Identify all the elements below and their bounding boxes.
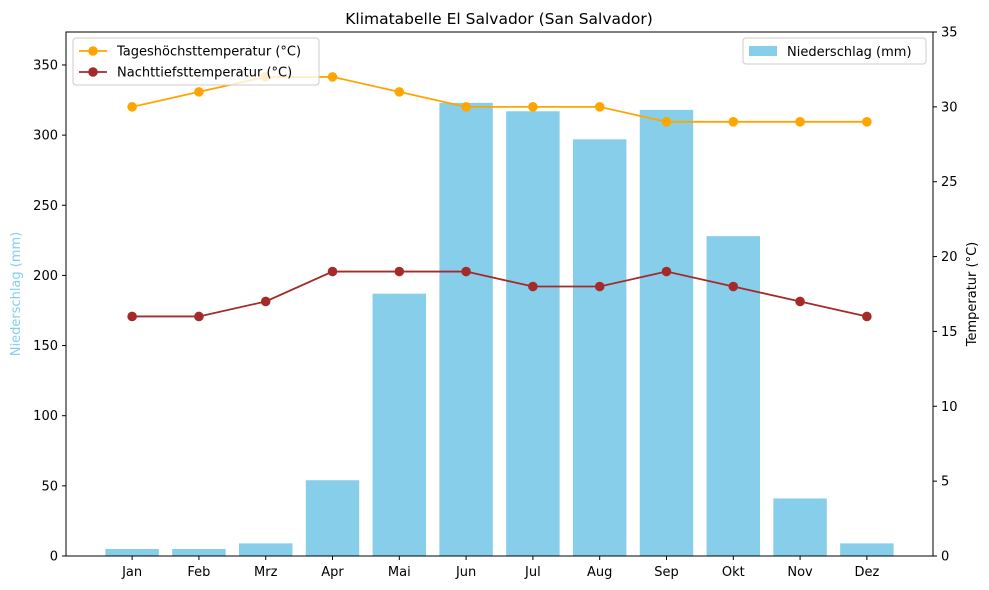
line-series-low — [127, 266, 872, 322]
bar-mai — [372, 293, 427, 556]
legend-box — [742, 37, 927, 65]
point-okt — [728, 117, 739, 127]
bar-jan — [105, 548, 159, 556]
bar-jul — [506, 111, 560, 557]
legend-entry-label: Niederschlag (mm) — [787, 45, 912, 60]
point-jun — [461, 266, 471, 277]
point-aug — [594, 281, 605, 292]
series-line — [132, 270, 868, 318]
y-right-tick-label: 10 — [941, 400, 958, 415]
x-axis: Jan Feb Mrz Apr Mai Jun Jul Aug Sep Okt Nov Dez — [121, 556, 879, 580]
x-tick-label: Sep — [654, 565, 679, 580]
y-right-tick-label: 5 — [941, 475, 949, 490]
point-feb — [194, 311, 204, 322]
y-right-tick-label: 0 — [941, 550, 949, 565]
x-tick-label: Feb — [187, 565, 210, 580]
legend-entry-label: Tageshöchsttemperatur (°C) — [116, 45, 301, 60]
y-left-tick-label: 50 — [41, 479, 58, 494]
y-left-tick-label: 350 — [33, 58, 58, 73]
point-jan — [127, 102, 137, 112]
chart-title: Klimatabelle El Salvador (San Salvador) — [345, 10, 653, 28]
line-series-group — [127, 72, 872, 322]
bar-aug — [572, 139, 627, 556]
point-nov — [795, 117, 805, 127]
bar-dez — [840, 543, 894, 556]
y-right-tick-label: 30 — [941, 100, 958, 115]
x-tick-label: Jun — [455, 565, 476, 580]
y-axis-left: 0 50 100 150 200 250 300 350 — [33, 58, 66, 565]
y-left-tick-label: 0 — [50, 550, 58, 565]
legend-marker — [88, 46, 98, 56]
y-axis-right-label: Temperatur (°C) — [965, 242, 980, 348]
y-axis-left-label: Niederschlag (mm) — [9, 232, 24, 357]
point-mai — [394, 266, 405, 277]
y-left-tick-label: 200 — [33, 269, 58, 284]
point-dez — [862, 311, 872, 322]
y-right-tick-label: 15 — [941, 325, 958, 340]
x-tick-label: Okt — [722, 565, 745, 580]
point-jan — [127, 311, 137, 322]
y-right-tick-label: 25 — [941, 175, 958, 190]
point-apr — [327, 266, 338, 277]
legend-bar-swatch — [749, 46, 777, 56]
y-left-tick-label: 100 — [33, 409, 58, 424]
y-right-tick-label: 35 — [941, 26, 958, 41]
point-feb — [194, 87, 204, 97]
plot-frame — [65, 31, 934, 557]
point-jul — [528, 102, 538, 112]
legend-precipitation: Niederschlag (mm) — [742, 37, 927, 65]
x-tick-label: Apr — [321, 565, 344, 580]
bar-sep — [639, 109, 694, 556]
bar-mrz — [238, 543, 293, 556]
x-tick-label: Dez — [854, 565, 879, 580]
bar-jun — [439, 102, 493, 557]
point-sep — [661, 117, 672, 127]
point-dez — [862, 117, 872, 127]
point-apr — [327, 72, 338, 82]
y-left-tick-label: 300 — [33, 129, 58, 144]
legend-temperature: Tageshöchsttemperatur (°C) Nachttiefsttem… — [72, 37, 320, 86]
point-sep — [661, 266, 672, 277]
y-left-tick-label: 250 — [33, 199, 58, 214]
y-axis-right: 0 5 10 15 20 25 30 35 — [933, 26, 958, 565]
point-jul — [528, 281, 538, 292]
x-tick-label: Jan — [121, 565, 142, 580]
point-nov — [795, 296, 805, 307]
bar-nov — [773, 498, 827, 556]
y-right-tick-label: 20 — [941, 250, 958, 265]
x-tick-label: Mrz — [254, 565, 278, 580]
legend-entry-label: Nachttiefsttemperatur (°C) — [117, 66, 292, 81]
x-tick-label: Mai — [388, 565, 411, 580]
bar-apr — [305, 480, 360, 556]
point-mai — [394, 87, 405, 97]
legend-marker — [88, 67, 98, 77]
point-jun — [461, 102, 471, 112]
point-aug — [594, 102, 605, 112]
x-tick-label: Nov — [787, 565, 813, 580]
y-left-tick-label: 150 — [33, 339, 58, 354]
bar-series-niederschlag — [105, 102, 894, 557]
point-mrz — [260, 296, 271, 307]
bar-feb — [172, 548, 226, 556]
legend-box — [72, 37, 320, 86]
point-okt — [728, 281, 739, 292]
x-tick-label: Aug — [587, 565, 612, 580]
x-tick-label: Jul — [524, 565, 541, 580]
